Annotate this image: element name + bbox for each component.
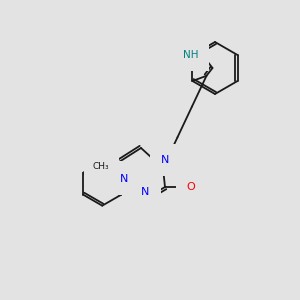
Text: NH: NH [183, 50, 199, 60]
Text: N: N [120, 174, 128, 184]
Text: CH₃: CH₃ [93, 162, 110, 171]
Text: N: N [141, 187, 150, 197]
Text: N: N [108, 172, 117, 182]
Text: N: N [161, 155, 169, 165]
Text: O: O [187, 182, 195, 192]
